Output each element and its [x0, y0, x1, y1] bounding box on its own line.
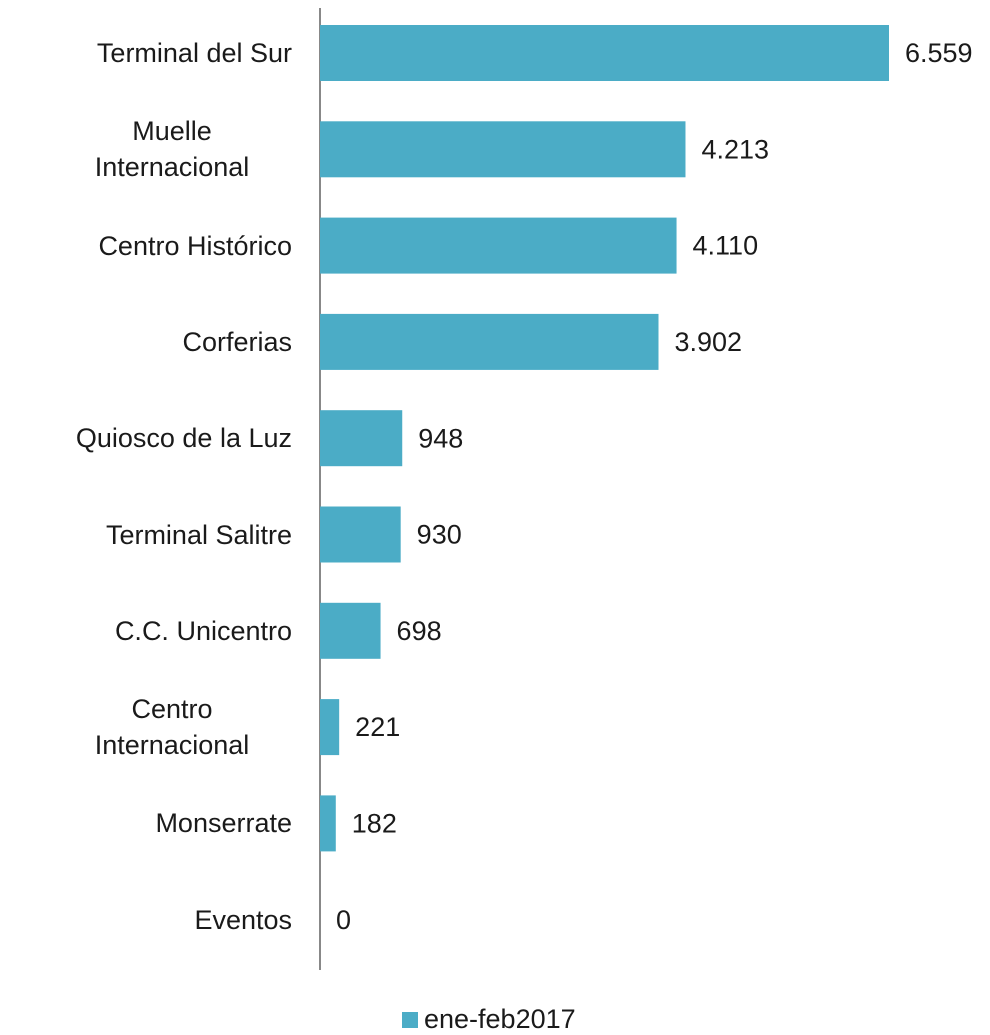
y-tick-label: Eventos [0, 872, 292, 968]
value-label: 6.559 [905, 38, 973, 68]
bar [320, 410, 403, 467]
value-label: 948 [418, 423, 463, 453]
value-label: 0 [336, 905, 351, 935]
legend-label: ene-feb2017 [424, 1004, 576, 1034]
y-tick-text: C.C. Unicentro [114, 615, 292, 646]
y-tick-text: Terminal del Sur [96, 38, 292, 68]
y-tick-label: Corferias [0, 294, 292, 390]
value-label: 4.110 [693, 231, 759, 261]
value-label: 182 [352, 809, 397, 839]
bar [320, 506, 401, 563]
bar [320, 602, 381, 659]
value-label: 4.213 [701, 134, 769, 164]
bar [320, 25, 889, 81]
y-tick-label: Terminal Salitre [0, 487, 292, 583]
y-tick-label: Terminal del Sur [0, 5, 292, 101]
bar [320, 795, 336, 852]
value-label: 3.902 [675, 327, 743, 357]
y-tick-label: Centro Histórico [0, 198, 292, 294]
bar [320, 217, 677, 274]
y-tick-text: Terminal Salitre [105, 519, 292, 550]
y-tick-text: Centro Histórico [98, 230, 292, 261]
y-tick-text: Monserrate [155, 808, 292, 839]
y-tick-text: Muelle Internacional [94, 116, 250, 183]
y-tick-text: Corferias [182, 326, 292, 357]
bar [320, 313, 659, 370]
y-tick-text: Centro Internacional [94, 694, 250, 761]
y-tick-label: Muelle Internacional [0, 101, 292, 197]
y-tick-text: Quiosco de la Luz [75, 423, 292, 454]
value-label: 698 [397, 616, 442, 646]
value-label: 221 [355, 712, 400, 742]
y-tick-label: Quiosco de la Luz [0, 390, 292, 486]
y-tick-text: Eventos [194, 904, 292, 935]
y-tick-label: C.C. Unicentro [0, 583, 292, 679]
legend-swatch [402, 1012, 418, 1028]
bar [320, 699, 340, 756]
bar [320, 121, 686, 178]
y-tick-label: Monserrate [0, 775, 292, 871]
y-tick-label: Centro Internacional [0, 679, 292, 775]
value-label: 930 [417, 520, 462, 550]
